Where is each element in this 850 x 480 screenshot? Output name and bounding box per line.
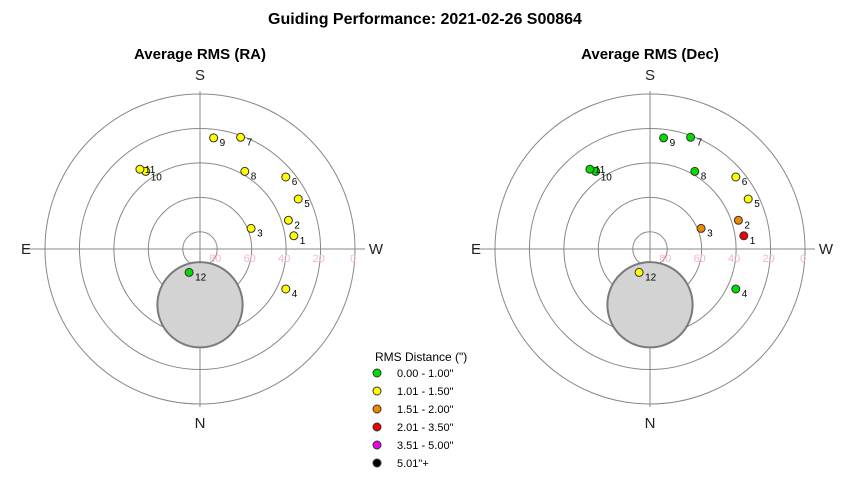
polar-grid	[23, 91, 365, 407]
data-point	[743, 194, 753, 204]
data-point-label: 4	[742, 289, 748, 300]
data-point-label: 8	[251, 171, 257, 182]
legend-label: 0.00 - 1.00"	[397, 368, 454, 380]
data-point-label: 6	[742, 177, 748, 188]
altitude-tick-label: 0	[350, 253, 356, 265]
legend-item: 5.01"+	[372, 458, 429, 470]
compass-south-ra: S	[195, 67, 205, 84]
altitude-tick-label: 20	[762, 253, 774, 265]
data-point-label: 5	[754, 199, 760, 210]
polar-grid	[473, 91, 815, 407]
legend-item: 1.01 - 1.50"	[372, 386, 454, 398]
moon-obstruction	[606, 261, 694, 349]
data-point	[289, 231, 299, 241]
legend-title: RMS Distance (")	[375, 350, 467, 364]
compass-north-ra: N	[195, 415, 206, 432]
compass-north-dec: N	[645, 415, 656, 432]
legend-label: 1.01 - 1.50"	[397, 386, 454, 398]
data-point	[686, 132, 696, 142]
legend-label: 5.01"+	[397, 458, 429, 470]
data-point-label: 12	[645, 272, 657, 283]
altitude-tick-label: 20	[312, 253, 324, 265]
altitude-tick-label: 40	[728, 253, 740, 265]
data-point	[585, 164, 595, 174]
data-point-label: 4	[292, 289, 298, 300]
data-point-label: 10	[601, 172, 613, 183]
data-point-label: 11	[595, 165, 606, 176]
data-point	[731, 172, 741, 182]
legend-label: 1.51 - 2.00"	[397, 404, 454, 416]
panel-title-dec: Average RMS (Dec)	[581, 46, 719, 63]
data-point	[281, 284, 291, 294]
data-point	[184, 267, 194, 277]
data-point	[209, 133, 219, 143]
data-point	[733, 215, 743, 225]
data-point-label: 10	[151, 172, 163, 183]
altitude-tick-label: 0	[800, 253, 806, 265]
data-point	[690, 166, 700, 176]
data-point	[236, 132, 246, 142]
legend-item: 1.51 - 2.00"	[372, 404, 454, 416]
legend-swatch	[372, 422, 382, 432]
data-point-label: 2	[744, 220, 750, 231]
data-point	[281, 172, 291, 182]
data-point-label: 12	[195, 272, 207, 283]
data-point	[246, 223, 256, 233]
altitude-tick-label: 60	[694, 253, 706, 265]
compass-east-dec: E	[471, 241, 481, 258]
data-point-label: 8	[701, 171, 707, 182]
compass-west-dec: W	[819, 241, 834, 258]
data-point-label: 7	[247, 137, 253, 148]
data-point-label: 7	[697, 137, 703, 148]
data-point-label: 9	[220, 138, 226, 149]
data-point	[634, 267, 644, 277]
data-point-label: 3	[707, 228, 713, 239]
data-point	[293, 194, 303, 204]
legend-swatch	[372, 404, 382, 414]
legend-swatch	[372, 368, 382, 378]
data-point-label: 6	[292, 177, 298, 188]
legend-swatch	[372, 386, 382, 396]
legend-swatch	[372, 458, 382, 468]
data-point-label: 11	[145, 165, 156, 176]
altitude-tick-label: 80	[209, 253, 221, 265]
legend-item: 2.01 - 3.50"	[372, 422, 454, 434]
data-point-label: 5	[304, 199, 310, 210]
rms-legend: RMS Distance (") 0.00 - 1.00" 1.01 - 1.5…	[372, 350, 467, 470]
compass-east-ra: E	[21, 241, 31, 258]
data-point-label: 2	[294, 220, 300, 231]
data-point	[283, 215, 293, 225]
main-title: Guiding Performance: 2021-02-26 S00864	[268, 11, 582, 28]
data-point-label: 1	[750, 236, 756, 247]
data-point	[135, 164, 145, 174]
data-point	[240, 166, 250, 176]
compass-south-dec: S	[645, 67, 655, 84]
altitude-tick-label: 40	[278, 253, 290, 265]
altitude-tick-label: 80	[659, 253, 671, 265]
legend-label: 3.51 - 5.00"	[397, 440, 454, 452]
legend-swatch	[372, 440, 382, 450]
legend-item: 3.51 - 5.00"	[372, 440, 454, 452]
data-point	[659, 133, 669, 143]
legend-label: 2.01 - 3.50"	[397, 422, 454, 434]
data-point-label: 9	[670, 138, 676, 149]
compass-west-ra: W	[369, 241, 384, 258]
legend-item: 0.00 - 1.00"	[372, 368, 454, 380]
data-point	[731, 284, 741, 294]
data-point	[739, 231, 749, 241]
data-point-label: 3	[257, 228, 263, 239]
data-point	[696, 223, 706, 233]
moon-obstruction	[156, 261, 244, 349]
altitude-tick-label: 60	[244, 253, 256, 265]
panel-title-ra: Average RMS (RA)	[134, 46, 266, 63]
data-point-label: 1	[300, 236, 306, 247]
